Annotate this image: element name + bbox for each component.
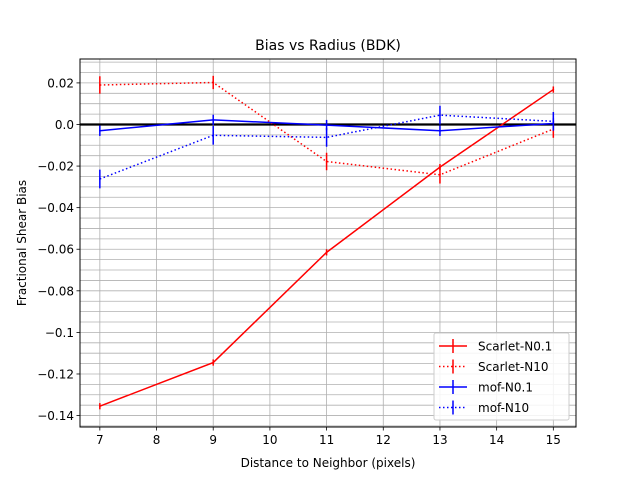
data-point [99,129,101,132]
series-group [99,75,555,410]
plot-frame [79,58,577,428]
legend-label: mof-N10 [478,401,529,415]
x-tick-label: 12 [376,433,391,447]
legend-label: Scarlet-N10 [478,360,549,374]
data-point [439,129,441,132]
legend-entry: mof-N0.1 [439,380,533,395]
y-tick-label: −0.06 [37,243,74,257]
legend-box [433,332,570,421]
chart-title: Bias vs Radius (BDK) [255,38,401,54]
legend-label: mof-N0.1 [478,381,533,395]
data-point [325,160,328,163]
x-tick-label: 9 [209,433,217,447]
x-tick-label: 8 [153,433,161,447]
legend-entry: mof-N10 [439,400,529,415]
y-tick-label: −0.14 [37,409,74,423]
data-point [212,361,215,364]
x-tick-label: 14 [489,433,504,447]
x-tick-label: 7 [96,433,104,447]
y-axis-label: Fractional Shear Bias [15,180,29,306]
data-point [325,251,328,254]
data-point [439,114,441,116]
data-point [552,88,555,91]
x-tick-label: 13 [432,433,447,447]
y-tick-label: −0.02 [37,160,74,174]
legend-entry: Scarlet-N0.1 [439,339,552,354]
data-point [325,124,328,126]
grid [80,59,576,427]
data-point [212,119,215,121]
legend-label: Scarlet-N0.1 [478,340,552,354]
data-point [99,84,101,86]
y-tick-label: −0.1 [45,326,74,340]
y-tick-label: −0.08 [37,284,74,298]
x-axis-label: Distance to Neighbor (pixels) [241,456,416,470]
series-mof-N10 [99,105,555,189]
data-point [552,120,555,123]
series-line [99,114,554,180]
data-point [439,174,441,176]
y-tick-label: 0.0 [55,118,74,132]
y-tick-label: 0.02 [47,76,74,90]
x-tick-label: 10 [262,433,277,447]
legend-entry: Scarlet-N10 [439,359,549,374]
data-point [212,81,215,84]
y-tick-label: −0.12 [37,367,74,381]
data-point [99,178,101,180]
x-tick-label: 15 [546,433,561,447]
y-tick-label: −0.04 [37,201,74,215]
legend: Scarlet-N0.1 Scarlet-N10 mof-N0.1 mof-N10 [433,332,570,421]
data-point [99,405,101,408]
x-tick-label: 11 [319,433,334,447]
data-point [212,134,215,137]
axis-ticks: 7 8 9 10 11 12 13 14 15 0.02 0.0 −0.02 −0.04 −0.06 −0.… [37,76,561,447]
data-point [325,136,328,139]
